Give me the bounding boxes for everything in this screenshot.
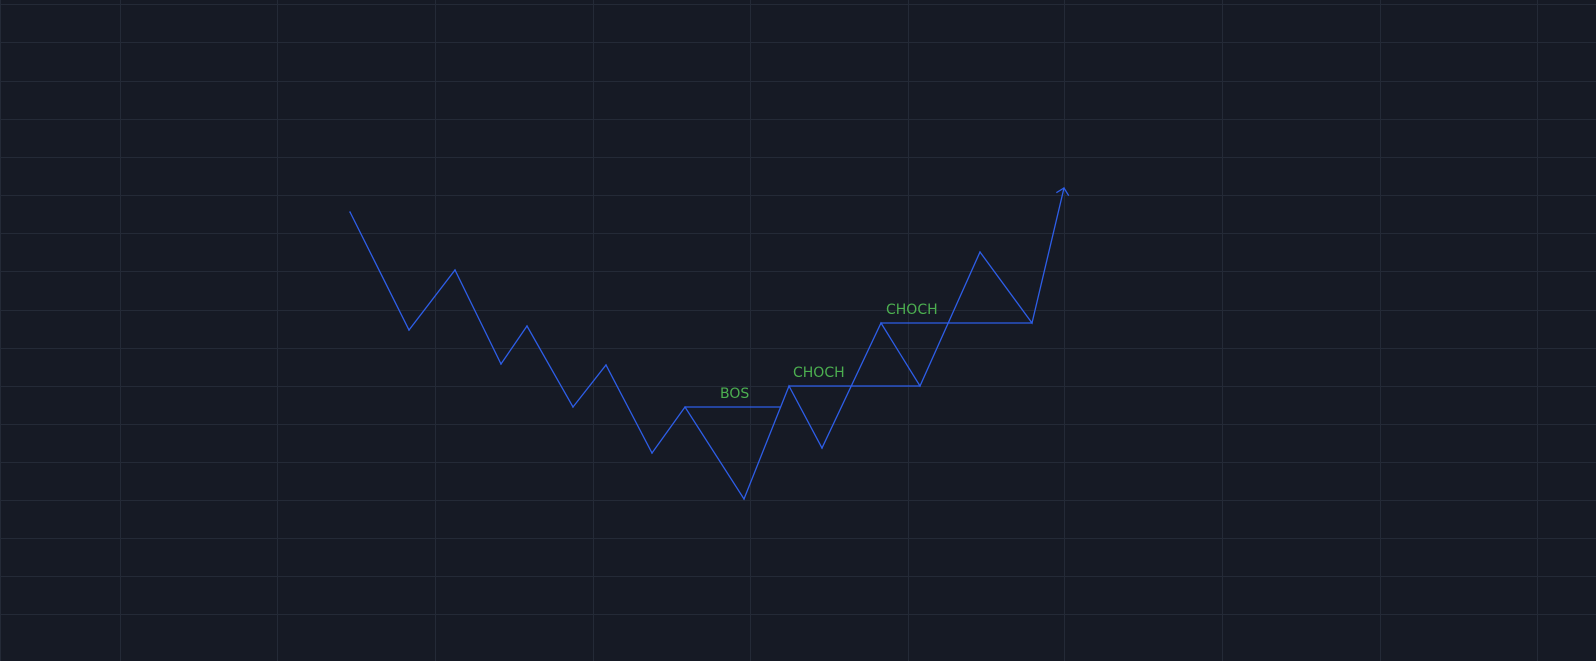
swing-point [572, 406, 574, 408]
swing-point [408, 329, 410, 331]
price-path [349, 187, 1070, 501]
structure-labels: BOS CHOCH CHOCH [720, 302, 938, 402]
swing-point [651, 452, 653, 454]
swing-point [821, 447, 823, 449]
swing-point [743, 498, 745, 500]
choch-label-1: CHOCH [793, 365, 845, 381]
bos-label: BOS [720, 386, 749, 402]
choch-label-2: CHOCH [886, 302, 938, 318]
swing-point [684, 406, 686, 408]
swing-point [1031, 322, 1033, 324]
swing-point [454, 269, 456, 271]
swing-point [349, 211, 351, 213]
structure-levels [685, 322, 1032, 408]
swing-point [605, 364, 607, 366]
swing-point [500, 363, 502, 365]
swing-point [526, 325, 528, 327]
arrow-head-icon [1055, 187, 1070, 197]
swing-point [880, 322, 882, 324]
swing-point [788, 385, 790, 387]
swing-point [979, 251, 981, 253]
swing-point [919, 385, 921, 387]
